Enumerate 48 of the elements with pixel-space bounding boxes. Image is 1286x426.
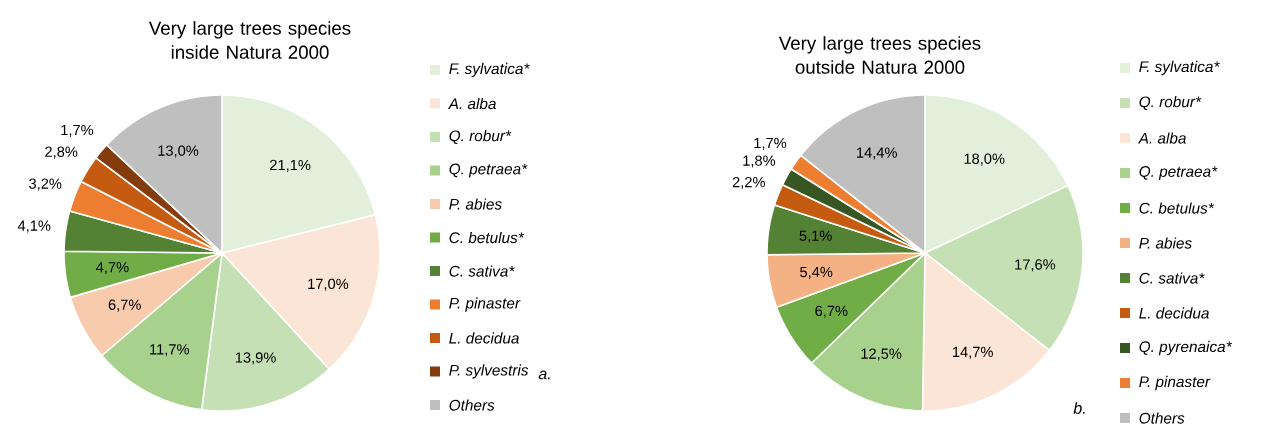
data-label: 5,4% (800, 266, 833, 279)
legend-label: Others (1139, 412, 1185, 424)
data-label: 1,8% (743, 155, 776, 168)
data-label: 4,7% (96, 262, 129, 275)
legend-label: Q. petraea* (1139, 166, 1218, 180)
legend-label: Q. pyrenaica* (1139, 340, 1232, 356)
data-label: 2,8% (45, 146, 78, 159)
legend-label: F. sylvatica* (449, 62, 530, 78)
legend-label: Q. robur* (449, 130, 512, 145)
legend-label: P. pinaster (1139, 375, 1211, 391)
legend-label: L. decidua (449, 332, 519, 344)
legend-label: P. pinaster (449, 297, 521, 312)
data-label: 2,2% (732, 176, 765, 190)
data-label: 21,1% (270, 159, 311, 172)
legend-label: C. sativa* (449, 265, 515, 277)
legend-label: C. betulus* (1139, 202, 1215, 214)
data-label: 1,7% (61, 124, 94, 137)
data-label: 5,1% (799, 230, 832, 243)
data-label: 4,1% (17, 220, 51, 233)
data-label: 6,7% (108, 299, 141, 312)
data-label: 18,0% (964, 153, 1005, 166)
data-label: 14,7% (952, 346, 993, 359)
data-label: 6,7% (815, 305, 848, 318)
data-label: 17,6% (1015, 259, 1056, 272)
data-label: 3,2% (29, 178, 62, 191)
legend-label: P. sylvestris (449, 364, 529, 379)
chart-title: Very large trees species outside Natura 2000 (778, 36, 981, 74)
data-label: 1,7% (754, 137, 787, 150)
legend-label: A. alba (1137, 132, 1186, 144)
legend-label: P. abies (1139, 237, 1192, 249)
data-label: 11,7% (150, 344, 189, 357)
legend-label: Q. robur* (1139, 96, 1202, 111)
legend-label: A. alba (447, 97, 496, 110)
legend-label: C. betulus* (449, 231, 525, 244)
data-label: 13,9% (235, 352, 276, 365)
legend-label: P. abies (449, 198, 502, 210)
data-label: 13,0% (158, 145, 199, 158)
legend-label: Others (449, 399, 495, 411)
legend-label: L. decidua (1139, 307, 1209, 319)
data-label: 14,4% (857, 147, 897, 160)
legend-label: Q. petraea* (449, 163, 528, 178)
legend-label: F. sylvatica* (1139, 60, 1220, 76)
data-label: 12,5% (861, 348, 902, 361)
data-label: 17,0% (308, 278, 349, 291)
text: b. (1073, 402, 1085, 414)
chart-title: Very large trees species inside Natura 2000 (148, 21, 351, 59)
legend-label: C. sativa* (1139, 272, 1205, 284)
text: a. (538, 370, 550, 380)
